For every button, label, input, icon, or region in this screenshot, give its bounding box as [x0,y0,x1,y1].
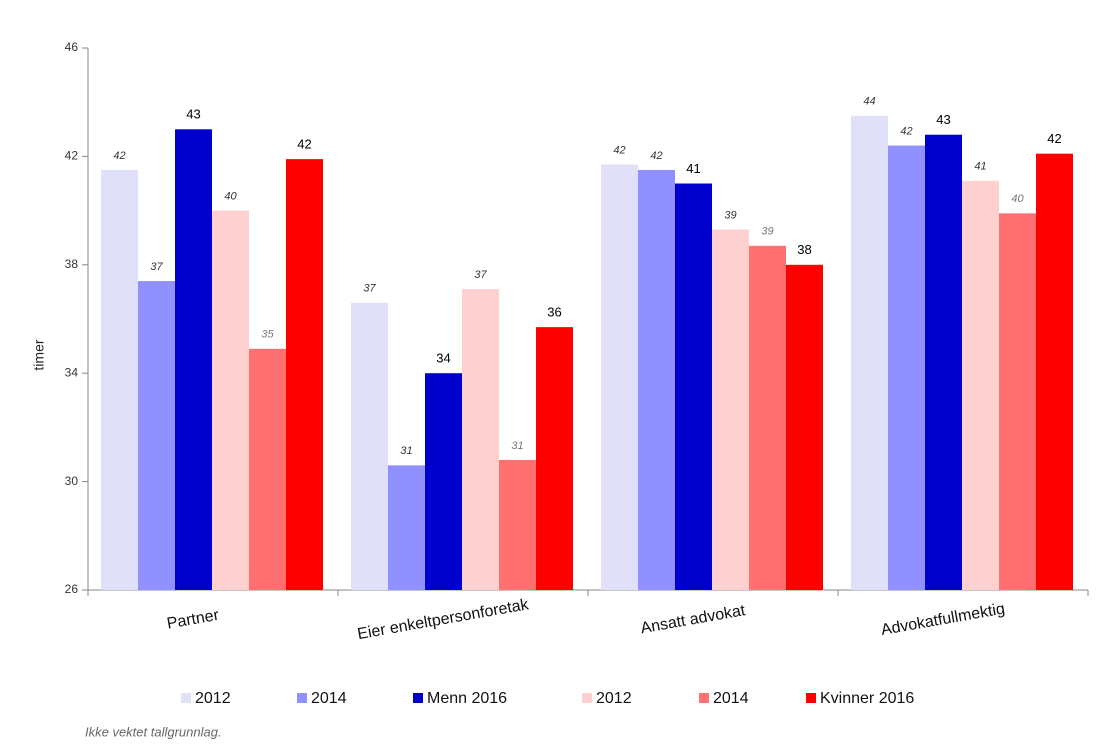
legend-label: 2014 [311,690,347,707]
bar [962,180,999,591]
y-tick-label: 30 [65,474,79,488]
value-label: 42 [297,137,311,152]
bar [462,289,499,590]
value-label: 42 [650,150,662,162]
value-label: 37 [363,283,376,295]
y-tick-label: 42 [65,149,79,163]
value-label: 37 [150,261,163,273]
y-tick-label: 34 [65,365,79,379]
value-label: 41 [974,161,986,173]
x-tick-label: Ansatt advokat [639,602,747,637]
value-label: 31 [511,440,523,452]
value-label: 44 [863,96,875,108]
value-label: 40 [1011,193,1024,205]
bar [499,459,536,590]
legend-label: 2012 [195,690,231,707]
bar [925,134,962,590]
legend-swatch [181,693,191,703]
value-label: 35 [261,329,274,341]
value-label: 43 [936,112,950,127]
value-label: 42 [613,144,625,156]
legend-swatch [699,693,709,703]
legend-label: Menn 2016 [427,690,507,707]
legend-label: Kvinner 2016 [820,690,914,707]
bar [425,373,462,590]
y-tick-label: 46 [65,40,79,54]
bar [601,164,638,590]
bar [351,302,388,590]
y-tick-label: 38 [65,257,79,271]
value-label: 36 [547,305,561,320]
bar [851,115,888,590]
x-tick-label: Partner [166,607,221,633]
bar [212,210,249,590]
bar [638,169,675,590]
bar [786,264,823,590]
y-tick-label: 26 [65,582,79,596]
legend-swatch [297,693,307,703]
legend-swatch [413,693,423,703]
bar [888,145,925,590]
value-label: 42 [1047,131,1061,146]
legend-label: 2014 [713,690,749,707]
value-label: 42 [113,150,125,162]
value-label: 41 [686,161,700,176]
value-label: 38 [797,242,811,257]
legend-swatch [806,693,816,703]
footnote: Ikke vektet tallgrunnlag. [85,724,222,739]
value-label: 39 [761,226,773,238]
bar [999,213,1036,590]
bar [675,183,712,590]
bar [249,348,286,590]
bar [749,245,786,590]
y-axis-label: timer [31,339,47,370]
x-tick-label: Advokatfullmektig [880,600,1006,639]
bar [536,327,573,590]
bar [138,281,175,590]
legend-swatch [582,693,592,703]
value-label: 43 [186,107,200,122]
value-label: 42 [900,125,912,137]
value-label: 37 [474,269,487,281]
value-label: 39 [724,209,736,221]
bar [1036,153,1073,590]
bar [101,169,138,590]
legend-label: 2012 [596,690,632,707]
value-label: 31 [400,445,412,457]
bar [286,159,323,591]
value-label: 40 [224,191,237,203]
bar [175,129,212,591]
bar [712,229,749,590]
value-label: 34 [436,351,450,366]
bar [388,465,425,590]
x-tick-label: Eier enkeltpersonforetak [356,596,531,643]
